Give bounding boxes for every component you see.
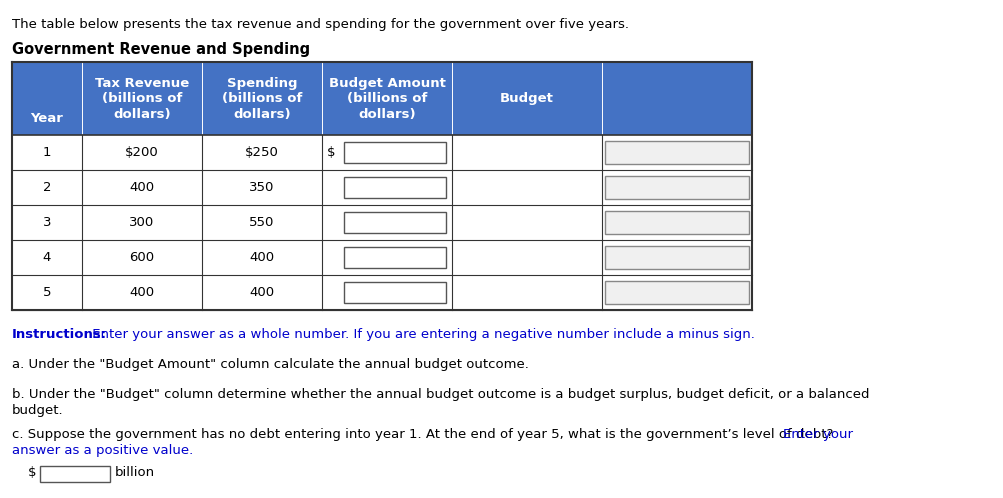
- Text: Budget Amount
(billions of
dollars): Budget Amount (billions of dollars): [328, 77, 445, 121]
- Text: (Click to select) ✓: (Click to select) ✓: [622, 287, 721, 297]
- Text: 400: 400: [129, 181, 154, 194]
- Text: 400: 400: [249, 251, 274, 264]
- Text: 600: 600: [129, 251, 154, 264]
- Text: (Click to select) ✓: (Click to select) ✓: [622, 218, 721, 228]
- Bar: [12, 275, 751, 310]
- Text: 3: 3: [43, 216, 51, 229]
- Text: Government Revenue and Spending: Government Revenue and Spending: [12, 42, 310, 57]
- Bar: [605, 141, 748, 164]
- Text: The table below presents the tax revenue and spending for the government over fi: The table below presents the tax revenue…: [12, 18, 628, 31]
- Bar: [344, 282, 445, 303]
- Text: b. Under the "Budget" column determine whether the annual budget outcome is a bu: b. Under the "Budget" column determine w…: [12, 388, 869, 401]
- Text: Spending
(billions of
dollars): Spending (billions of dollars): [222, 77, 302, 121]
- Bar: [12, 205, 751, 240]
- Bar: [605, 281, 748, 304]
- Text: budget.: budget.: [12, 404, 63, 417]
- Text: answer as a positive value.: answer as a positive value.: [12, 444, 193, 457]
- Text: Instructions:: Instructions:: [12, 328, 107, 341]
- Text: 400: 400: [249, 286, 274, 299]
- Text: a. Under the "Budget Amount" column calculate the annual budget outcome.: a. Under the "Budget Amount" column calc…: [12, 358, 529, 371]
- Text: 4: 4: [43, 251, 51, 264]
- Text: c. Suppose the government has no debt entering into year 1. At the end of year 5: c. Suppose the government has no debt en…: [12, 428, 837, 441]
- Text: (Click to select) ✓: (Click to select) ✓: [622, 182, 721, 193]
- Text: 1: 1: [43, 146, 51, 159]
- Bar: [344, 212, 445, 233]
- Text: 550: 550: [249, 216, 275, 229]
- Bar: [12, 62, 751, 135]
- Text: $250: $250: [245, 146, 279, 159]
- Text: Enter your: Enter your: [782, 428, 853, 441]
- Text: 400: 400: [129, 286, 154, 299]
- Text: 5: 5: [43, 286, 51, 299]
- Text: Year: Year: [30, 112, 63, 125]
- Bar: [344, 247, 445, 268]
- Bar: [605, 211, 748, 234]
- Bar: [40, 466, 110, 482]
- Text: (Click to select) ✓: (Click to select) ✓: [622, 252, 721, 262]
- Bar: [344, 177, 445, 198]
- Text: Tax Revenue
(billions of
dollars): Tax Revenue (billions of dollars): [94, 77, 189, 121]
- Bar: [12, 170, 751, 205]
- Text: (Click to select) ✓: (Click to select) ✓: [622, 147, 721, 157]
- Text: $200: $200: [125, 146, 158, 159]
- Bar: [12, 240, 751, 275]
- Text: $: $: [327, 146, 335, 159]
- Bar: [605, 176, 748, 199]
- Text: Budget: Budget: [499, 92, 554, 105]
- Text: $: $: [28, 466, 36, 479]
- Bar: [12, 135, 751, 170]
- Bar: [12, 62, 751, 135]
- Text: billion: billion: [115, 466, 155, 479]
- Bar: [344, 142, 445, 163]
- Text: Enter your answer as a whole number. If you are entering a negative number inclu: Enter your answer as a whole number. If …: [88, 328, 754, 341]
- Text: 350: 350: [249, 181, 275, 194]
- Text: 300: 300: [129, 216, 154, 229]
- Text: 2: 2: [43, 181, 51, 194]
- Bar: [605, 246, 748, 269]
